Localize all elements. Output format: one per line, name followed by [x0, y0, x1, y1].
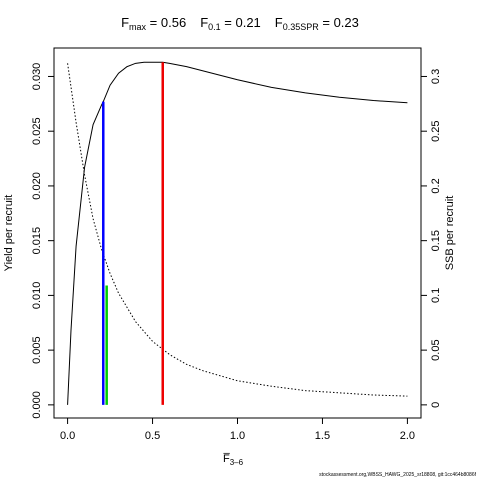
title-part-value: = 0.21: [221, 15, 261, 30]
y-right-tick-label: 0.1: [430, 288, 442, 303]
x-tick-label: 1.0: [230, 430, 245, 442]
yield-per-recruit-line: [67, 61, 408, 405]
y-right-tick-label: 0.15: [430, 230, 442, 251]
y-left-tick-label: 0.025: [31, 117, 43, 145]
series-layer: [67, 61, 408, 405]
ssb-per-recruit-line: [67, 63, 408, 397]
y-right-tick-label: 0.25: [430, 120, 442, 141]
title-part-sub: 0.1: [208, 22, 221, 32]
y-right-tick-label: 0.2: [430, 178, 442, 193]
plot-frame: [53, 47, 422, 419]
title-text: Fmax = 0.56 F0.1 = 0.21 F0.35SPR = 0.23: [121, 15, 359, 32]
y-right-tick-label: 0: [430, 402, 442, 408]
y-axis-left-title: Yield per recruit: [3, 195, 15, 272]
y-axis-right-title: SSB per recruit: [444, 196, 456, 271]
y-axis-right: 0 0.05 0.1 0.15 0.2 0.25 0.3: [420, 69, 442, 408]
title-part-value: = 0.23: [319, 15, 359, 30]
y-axis-left: 0.000 0.005 0.010 0.015 0.020 0.025 0.030: [31, 63, 55, 419]
title-part-base: F: [275, 15, 283, 30]
y-left-tick-label: 0.005: [31, 336, 43, 364]
y-left-tick-label: 0.010: [31, 282, 43, 310]
title-part-sub: max: [129, 22, 147, 32]
x-tick-label: 0.0: [60, 430, 75, 442]
title-part-base: F: [121, 15, 129, 30]
y-left-tick-label: 0.015: [31, 227, 43, 255]
reference-lines: [102, 62, 164, 405]
y-right-tick-label: 0.05: [430, 339, 442, 360]
x-tick-label: 0.5: [145, 430, 160, 442]
y-left-tick-label: 0.030: [31, 63, 43, 91]
x-tick-label: 1.5: [315, 430, 330, 442]
y-left-tick-label: 0.000: [31, 391, 43, 419]
title-part-value: = 0.56: [146, 15, 186, 30]
title-part-sub: 0.35SPR: [283, 22, 320, 32]
x-axis-title-sub: 3–6: [230, 458, 244, 467]
y-right-tick-label: 0.3: [430, 69, 442, 84]
credit-text: stockassessment.org,WBSS_HAWG_2025_sr188…: [319, 472, 476, 478]
x-tick-label: 2.0: [400, 430, 415, 442]
x-axis: 0.0 0.5 1.0 1.5 2.0: [60, 417, 415, 442]
y-left-tick-label: 0.020: [31, 172, 43, 200]
chart-title: Fmax = 0.56 F0.1 = 0.21 F0.35SPR = 0.23: [121, 15, 359, 32]
title-part-base: F: [200, 15, 208, 30]
x-axis-title-base: F̅: [223, 453, 231, 465]
x-axis-title: F̅3–6: [223, 453, 244, 467]
